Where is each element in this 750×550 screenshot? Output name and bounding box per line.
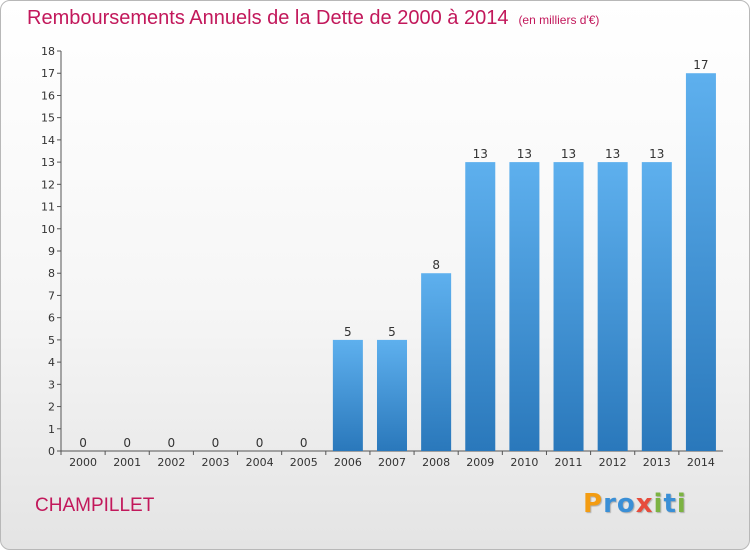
data-label: 0 (300, 436, 308, 450)
data-label: 13 (561, 147, 576, 161)
data-label: 17 (693, 58, 708, 72)
commune-name: CHAMPILLET (35, 495, 155, 516)
data-label: 0 (123, 436, 131, 450)
data-label: 13 (517, 147, 532, 161)
data-label: 13 (605, 147, 620, 161)
bar (332, 339, 363, 451)
x-tick-label: 2007 (378, 456, 406, 469)
logo-letter: i (676, 489, 687, 519)
title-text: Remboursements Annuels de la Dette de 20… (27, 7, 509, 29)
y-tick-label: 11 (41, 201, 55, 214)
x-tick-label: 2009 (466, 456, 494, 469)
x-axis: 2000 2001 2002 2003 2004 2005 2006 2007 2008 2009… (60, 450, 723, 469)
y-tick-label: 4 (48, 356, 55, 369)
bar (465, 162, 496, 451)
x-tick-label: 2000 (69, 456, 97, 469)
data-label: 8 (432, 258, 440, 272)
y-tick-label: 8 (48, 267, 55, 280)
bar (685, 73, 716, 451)
title-unit: (en milliers d'€) (518, 13, 600, 27)
x-tick-label: 2001 (113, 456, 141, 469)
data-label: 5 (344, 325, 352, 339)
x-tick-label: 2003 (201, 456, 229, 469)
logo-letter: i (653, 489, 664, 519)
y-tick-label: 16 (41, 89, 55, 102)
x-tick-label: 2002 (157, 456, 185, 469)
bar (553, 162, 584, 451)
y-tick-label: 6 (48, 312, 55, 325)
x-tick-label: 2004 (246, 456, 274, 469)
bar (376, 339, 408, 451)
x-tick-label: 2006 (334, 456, 362, 469)
logo-letter: x (635, 489, 654, 519)
proxiti-logo: Proxiti (583, 489, 687, 519)
bar (641, 162, 672, 451)
bar (509, 162, 540, 451)
x-tick-label: 2008 (422, 456, 450, 469)
chart-title: Remboursements Annuels de la Dette de 20… (27, 7, 599, 30)
y-tick-label: 2 (48, 401, 55, 414)
y-tick-label: 13 (41, 156, 55, 169)
y-tick-label: 7 (48, 289, 55, 302)
x-tick-label: 2014 (687, 456, 715, 469)
x-tick-label: 2010 (510, 456, 538, 469)
y-tick-label: 1 (48, 423, 55, 436)
y-tick-label: 5 (48, 334, 55, 347)
logo-letter: o (616, 489, 636, 519)
data-label: 0 (256, 436, 264, 450)
x-tick-label: 2013 (643, 456, 671, 469)
logo-letter: t (663, 489, 677, 519)
data-label: 0 (212, 436, 220, 450)
data-label: 13 (649, 147, 664, 161)
y-tick-label: 15 (41, 112, 55, 125)
x-tick-label: 2005 (290, 456, 318, 469)
x-tick-label: 2012 (599, 456, 627, 469)
y-tick-label: 18 (41, 45, 55, 58)
y-tick-label: 3 (48, 378, 55, 391)
data-label: 0 (79, 436, 87, 450)
y-tick-label: 17 (41, 67, 55, 80)
logo-letter: r (603, 489, 617, 519)
bars-group: 0 0 0 0 0 0 5 5 8 13 13 13 13 13 17 (79, 58, 716, 451)
bar (597, 162, 628, 451)
data-label: 5 (388, 325, 396, 339)
logo-letter: P (583, 489, 604, 519)
bar (421, 273, 452, 451)
y-tick-label: 14 (41, 134, 55, 147)
data-label: 13 (473, 147, 488, 161)
y-tick-label: 9 (48, 245, 55, 258)
x-tick-label: 2011 (555, 456, 583, 469)
y-tick-label: 0 (48, 445, 55, 458)
y-tick-label: 10 (41, 223, 55, 236)
data-label: 0 (168, 436, 176, 450)
y-tick-label: 12 (41, 178, 55, 191)
